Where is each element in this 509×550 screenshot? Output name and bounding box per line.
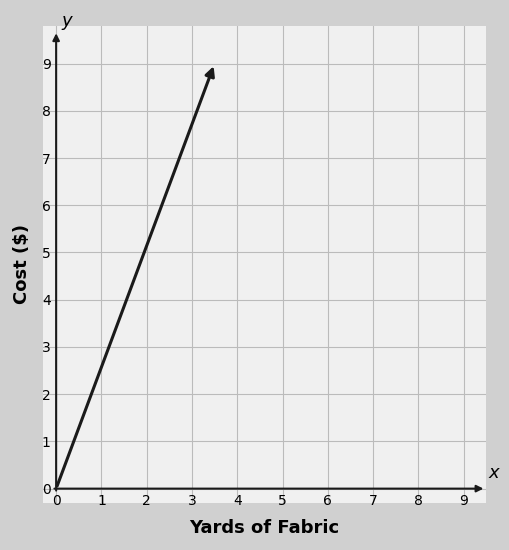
Y-axis label: Cost ($): Cost ($) — [13, 224, 31, 304]
Text: x: x — [488, 464, 498, 482]
X-axis label: Yards of Fabric: Yards of Fabric — [189, 519, 339, 537]
Text: y: y — [62, 12, 72, 30]
